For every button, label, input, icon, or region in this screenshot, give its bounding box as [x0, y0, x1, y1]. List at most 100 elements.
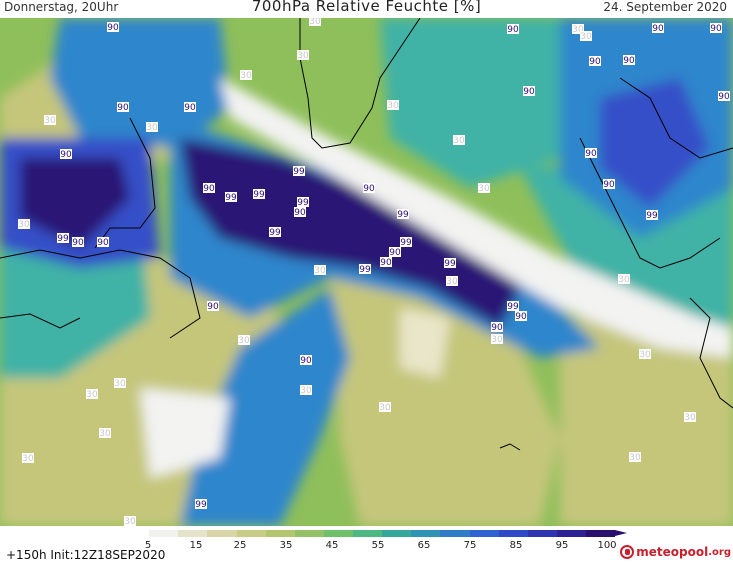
colorbar-segment [469, 530, 499, 537]
contour-label: 90 [97, 237, 109, 248]
contour-label: 30 [240, 70, 252, 81]
contour-label: 30 [478, 183, 490, 194]
colorbar-segment [527, 530, 557, 537]
contour-label: 30 [618, 274, 630, 285]
contour-label: 30 [44, 115, 56, 126]
svg-text:30: 30 [18, 220, 30, 230]
field-dry-patch [400, 308, 450, 378]
contour-label: 90 [623, 55, 635, 66]
contour-label: 90 [507, 24, 519, 35]
globe-icon [620, 545, 635, 559]
svg-text:90: 90 [380, 258, 392, 268]
svg-text:30: 30 [297, 51, 309, 61]
contour-label: 30 [99, 428, 111, 439]
contour-label: 30 [114, 378, 126, 389]
svg-text:30: 30 [446, 277, 458, 287]
colorbar-tick-label: 55 [371, 540, 385, 551]
contour-label: 90 [652, 23, 664, 34]
colorbar-segment [498, 530, 528, 537]
svg-text:99: 99 [646, 211, 658, 221]
map-title: 700hPa Relative Feuchte [%] [251, 0, 482, 15]
svg-text:99: 99 [293, 167, 305, 177]
field-saturated-band [180, 138, 520, 328]
colorbar-tick-label: 15 [189, 540, 203, 551]
svg-text:90: 90 [585, 149, 597, 159]
valid-date-label: 24. September 2020 [603, 0, 727, 14]
colorbar-tick-label: 95 [555, 540, 569, 551]
svg-text:30: 30 [99, 429, 111, 439]
svg-text:90: 90 [207, 302, 219, 312]
contour-label: 99 [269, 227, 281, 238]
colorbar-min-arrow [108, 530, 120, 536]
svg-text:30: 30 [684, 413, 696, 423]
svg-text:90: 90 [515, 312, 527, 322]
colorbar-tick-label: 25 [233, 540, 247, 551]
colorbar-tick-label: 100 [597, 540, 617, 551]
humidity-map[interactable]: 90 90 90 90 90 90 90 90 90 90 90 90 90 90 90 90 90 90 90 90… [0, 18, 733, 526]
contour-label: 90 [294, 207, 306, 218]
svg-text:30: 30 [618, 275, 630, 285]
contour-label: 30 [86, 389, 98, 400]
svg-text:30: 30 [478, 184, 490, 194]
svg-text:90: 90 [389, 248, 401, 258]
colorbar-segment [149, 530, 179, 537]
colorbar-tick-label: 45 [325, 540, 339, 551]
svg-text:90: 90 [491, 323, 503, 333]
contour-label: 90 [718, 91, 730, 102]
field-layers [0, 18, 733, 526]
contour-label: 30 [300, 385, 312, 396]
svg-text:99: 99 [57, 234, 69, 244]
contour-label: 30 [446, 276, 458, 287]
contour-label: 90 [491, 322, 503, 333]
colorbar-tick-label: 75 [463, 540, 477, 551]
contour-label: 90 [389, 247, 401, 258]
svg-text:30: 30 [387, 101, 399, 111]
contour-label: 30 [379, 402, 391, 413]
colorbar-tick-label: 85 [509, 540, 523, 551]
contour-label: 90 [184, 102, 196, 113]
svg-text:90: 90 [363, 184, 375, 194]
contour-label: 90 [523, 86, 535, 97]
contour-label: 30 [580, 31, 592, 42]
field-dry-se [560, 318, 733, 526]
svg-text:90: 90 [60, 150, 72, 160]
valid-day-label: Donnerstag, 20Uhr [4, 0, 119, 14]
svg-text:30: 30 [572, 25, 584, 35]
meteopool-logo[interactable]: meteopool .org [620, 545, 731, 559]
svg-text:90: 90 [294, 208, 306, 218]
svg-text:99: 99 [397, 210, 409, 220]
colorbar-area: 5 15 25 35 45 55 65 75 85 95 100 [0, 526, 733, 566]
svg-text:99: 99 [507, 302, 519, 312]
svg-text:99: 99 [225, 193, 237, 203]
contour-label: 30 [491, 334, 503, 345]
svg-text:30: 30 [314, 266, 326, 276]
svg-text:90: 90 [589, 57, 601, 67]
colorbar-segment [353, 530, 383, 537]
colorbar-segment [236, 530, 266, 537]
colorbar-segment [323, 530, 353, 537]
colorbar-segment [207, 530, 237, 537]
contour-label: 99 [297, 197, 309, 208]
contour-label: 90 [207, 301, 219, 312]
colorbar-ticks: 5 15 25 35 45 55 65 75 85 95 100 [0, 540, 733, 552]
contour-label: 30 [684, 412, 696, 423]
contour-label: 99 [397, 209, 409, 220]
svg-text:90: 90 [710, 24, 722, 34]
contour-label: 30 [22, 453, 34, 464]
svg-text:90: 90 [507, 25, 519, 35]
svg-text:99: 99 [359, 265, 371, 275]
svg-text:90: 90 [652, 24, 664, 34]
svg-text:99: 99 [253, 190, 265, 200]
field-saturated-w [20, 158, 130, 248]
contour-label: 90 [710, 23, 722, 34]
svg-text:90: 90 [300, 356, 312, 366]
coast-norway [619, 77, 733, 159]
contour-label: 30 [387, 100, 399, 111]
contour-label: 90 [589, 56, 601, 67]
coast-labrador [94, 117, 156, 249]
contour-label: 30 [314, 265, 326, 276]
svg-text:30: 30 [379, 403, 391, 413]
svg-text:30: 30 [629, 453, 641, 463]
